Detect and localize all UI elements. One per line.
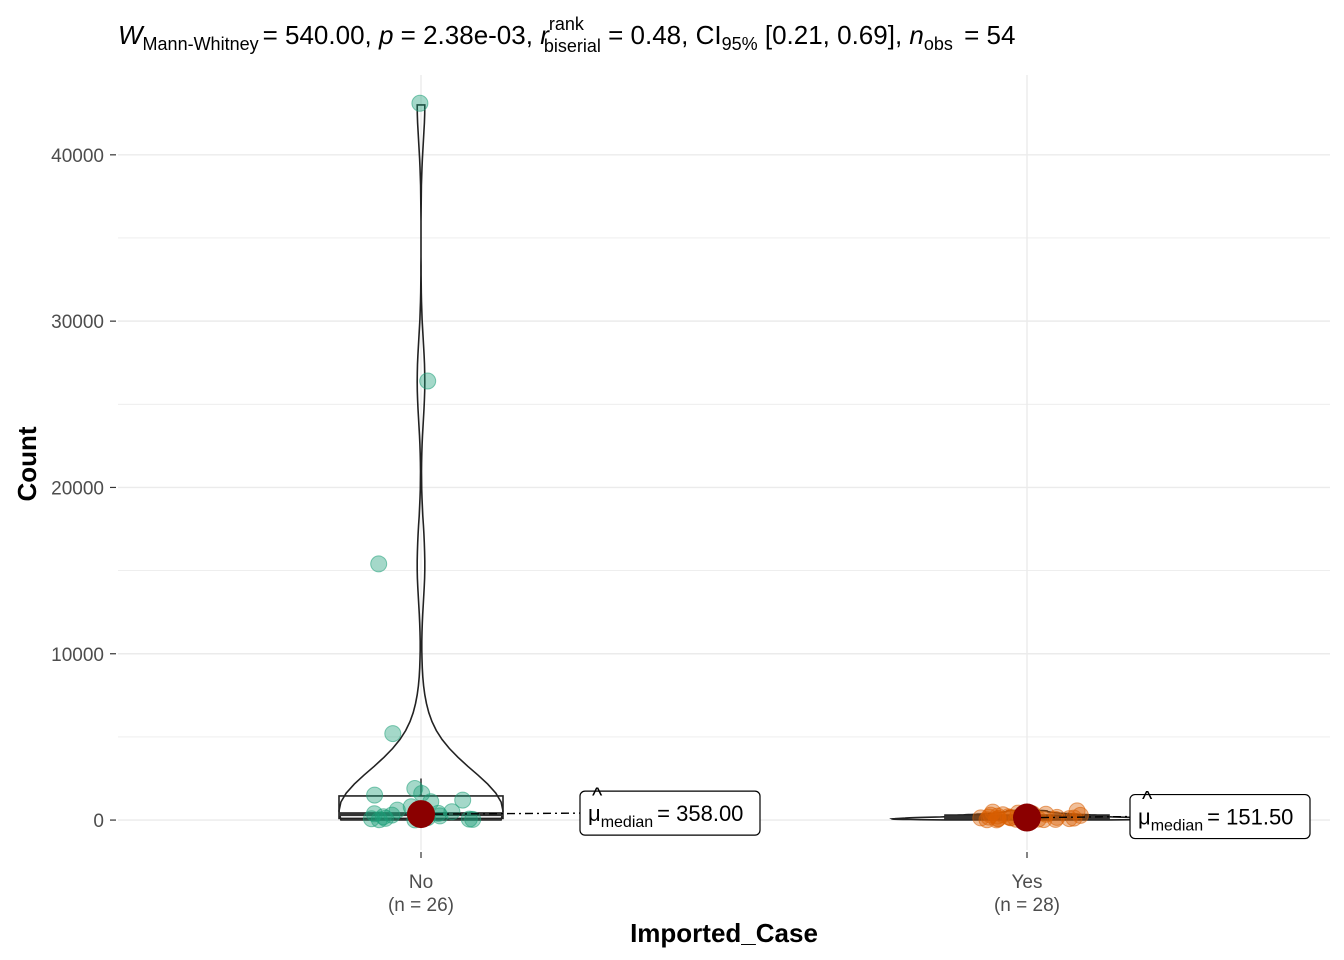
median-label-yes: μmedian = 151.50 (1138, 805, 1293, 835)
effect-size-superscript: rank (549, 14, 585, 34)
y-tick-label: 30000 (51, 312, 104, 333)
p-value: = 2.38e-03, (393, 20, 540, 50)
data-point-no (454, 791, 472, 809)
data-point-yes (988, 811, 1006, 829)
label-layer: μmedian = 358.00^μmedian = 151.50^ (434, 783, 1311, 840)
effect-size-subscript: biserial (544, 36, 601, 56)
data-point-no (370, 555, 388, 573)
point-layer (363, 94, 1089, 829)
hat-icon: ^ (592, 783, 603, 808)
data-point-no (388, 801, 406, 819)
data-point-no (370, 811, 388, 829)
n-subscript: obs (924, 34, 953, 54)
data-point-yes (1060, 810, 1078, 828)
median-label-no: μmedian = 358.00 (588, 801, 743, 831)
hat-icon: ^ (1142, 787, 1153, 812)
x-tick-label-no: No (409, 872, 433, 893)
x-tick-n-label-no: (n = 26) (388, 895, 454, 916)
ci-value: [0.21, 0.69], (758, 20, 910, 50)
chart-subtitle: WMann-Whitney = 540.00, p = 2.38e-03, rra… (118, 14, 1015, 56)
effect-size-symbol: r (540, 20, 550, 50)
median-leader-no (434, 812, 581, 815)
data-point-yes (1065, 809, 1083, 827)
n-value: = 54 (957, 20, 1016, 50)
violin-no (338, 104, 504, 821)
data-point-no (411, 94, 429, 112)
p-symbol: p (378, 20, 393, 50)
x-tick-label-yes: Yes (1012, 872, 1043, 893)
y-tick-label: 20000 (51, 478, 104, 499)
y-axis-title: Count (12, 426, 42, 501)
stat-value: = 540.00, (263, 20, 379, 50)
median-layer (407, 800, 1041, 832)
effect-size-value: = 0.48, CI (601, 20, 722, 50)
stat-symbol: W (118, 20, 145, 50)
grid-layer (118, 75, 1330, 850)
ci-subscript: 95% (722, 34, 758, 54)
median-dot-yes (1013, 803, 1041, 832)
stat-subscript: Mann-Whitney (143, 34, 259, 54)
violin-layer (338, 104, 1165, 821)
median-label-box-yes (1129, 793, 1311, 840)
x-axis-title: Imported_Case (630, 918, 818, 948)
data-point-no (376, 809, 394, 827)
data-point-no (366, 786, 384, 804)
data-point-no (419, 372, 437, 390)
median-label-box-no (579, 790, 761, 836)
data-point-yes (1047, 810, 1064, 828)
y-tick-label: 10000 (51, 645, 104, 666)
median-dot-no (407, 800, 435, 829)
axis-layer: 0 10000 20000 30000 40000 No(n = 26) Yes(n = 2… (51, 146, 1060, 916)
data-point-no (464, 810, 482, 828)
x-tick-n-label-yes: (n = 28) (994, 895, 1060, 916)
median-leader-yes (1040, 815, 1131, 819)
data-point-yes (978, 811, 996, 829)
data-point-no (384, 725, 402, 743)
y-tick-label: 40000 (51, 146, 104, 167)
n-symbol: n (909, 20, 923, 50)
y-tick-label: 0 (93, 811, 104, 832)
